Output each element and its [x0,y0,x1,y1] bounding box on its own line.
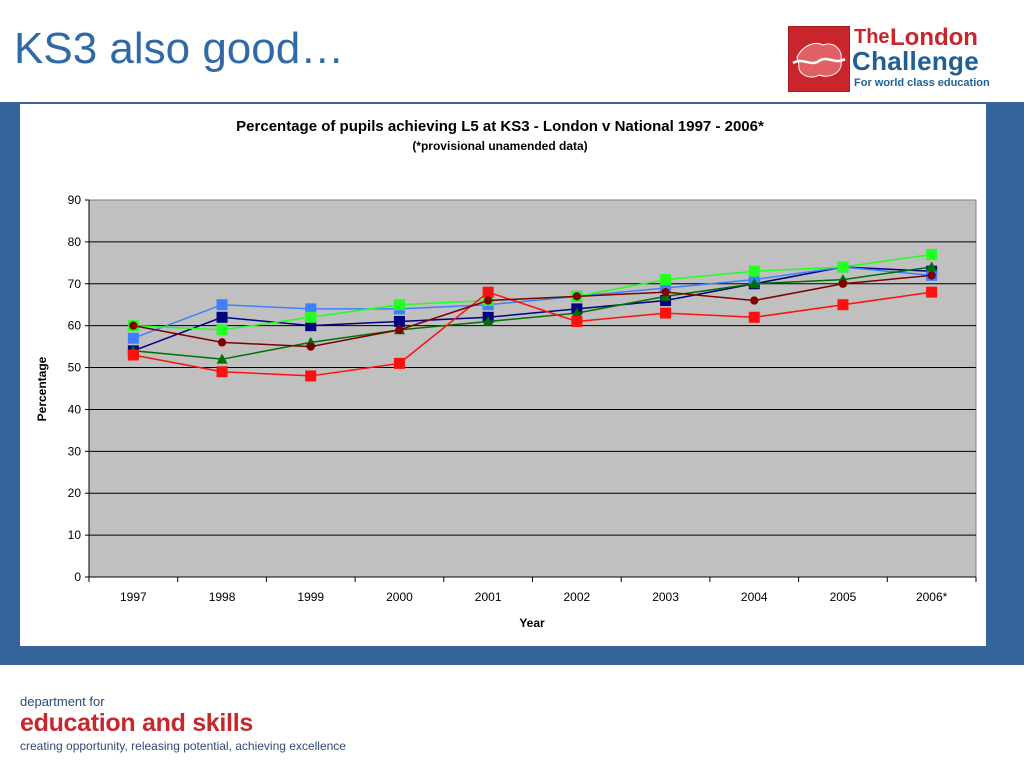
y-tick-label: 10 [68,528,82,542]
y-tick-label: 20 [68,486,82,500]
dfes-main-text: education and skills [20,709,253,737]
series-line [133,274,932,348]
data-point [748,278,760,289]
series-line [133,291,932,377]
data-point [305,320,317,332]
data-point [484,296,493,305]
x-axis-label: Year [519,616,545,630]
slide-title: KS3 also good… [14,24,345,73]
y-tick-label: 50 [68,361,82,375]
x-tick-label: 2001 [475,590,502,604]
data-point [748,311,760,323]
x-tick-label: 1997 [120,590,147,604]
logo-tagline: For world class education [854,77,990,89]
data-point [306,342,315,351]
chart-subtitle: (*provisional unamended data) [412,139,587,153]
y-tick-label: 60 [68,319,82,333]
data-point [926,286,938,298]
x-tick-label: 2002 [563,590,590,604]
data-point [216,353,228,364]
x-tick-label: 2003 [652,590,679,604]
data-point [216,299,228,311]
data-point [482,315,494,326]
dfes-dept-text: department for [20,694,105,709]
london-challenge-logo: The London Challenge For world class edu… [788,24,998,92]
london-map-icon [788,26,850,92]
data-point [393,315,405,327]
data-series [127,248,938,382]
data-point [571,307,583,318]
y-tick-label: 30 [68,444,82,458]
data-point [571,315,583,327]
series-line [133,266,932,360]
axes: 0 10 20 30 40 50 60 70 80 90 1997 1998 1999 2000 2001 2… [68,193,977,604]
data-point [395,325,404,334]
data-point [927,271,936,280]
x-tick-label: 2006* [916,590,948,604]
y-axis-label: Percentage [35,356,49,421]
dfes-logo: department for education and skills crea… [20,694,346,753]
x-tick-label: 2004 [741,590,768,604]
logo-london-text: London [890,24,978,51]
plot-background [88,199,977,578]
data-point [837,299,849,311]
data-point [572,292,581,301]
y-tick-label: 80 [68,235,82,249]
x-tick-label: 1998 [209,590,236,604]
data-point [217,338,227,347]
logo-the-text: The [854,26,890,48]
data-point [216,311,228,323]
series-national-science [129,271,936,351]
chart-area: Percentage of pupils achieving L5 at KS3… [20,104,986,646]
chart-title: Percentage of pupils achieving L5 at KS3… [236,118,764,135]
y-tick-label: 90 [68,193,82,207]
x-tick-label: 1999 [297,590,324,604]
data-point [926,261,938,272]
logo-challenge-text: Challenge [852,46,979,76]
data-point [129,321,138,330]
x-tick-label: 2000 [386,590,413,604]
data-point [660,307,672,319]
line-chart: Percentage of pupils achieving L5 at KS3… [35,118,977,630]
data-point [661,288,670,297]
y-tick-label: 70 [68,277,82,291]
data-point [482,286,494,298]
data-point [305,303,317,315]
data-point [393,357,405,369]
dfes-tagline: creating opportunity, releasing potentia… [20,739,346,753]
series-line [133,266,932,352]
y-tick-label: 40 [68,402,82,416]
grid-lines [89,241,976,536]
data-point [216,366,228,378]
data-point [926,248,938,260]
x-tick-label: 2005 [830,590,857,604]
data-point [216,324,228,336]
data-point [305,311,317,323]
data-point [838,279,848,288]
series-london-science [127,286,938,382]
series-line [133,266,932,339]
data-point [750,296,759,305]
y-tick-label: 0 [74,570,81,584]
data-point [393,299,405,311]
data-point [127,332,139,344]
data-point [305,370,317,382]
data-point [748,265,760,277]
data-point [660,274,672,286]
data-point [127,349,139,361]
data-point [660,282,672,294]
data-point [837,261,849,273]
